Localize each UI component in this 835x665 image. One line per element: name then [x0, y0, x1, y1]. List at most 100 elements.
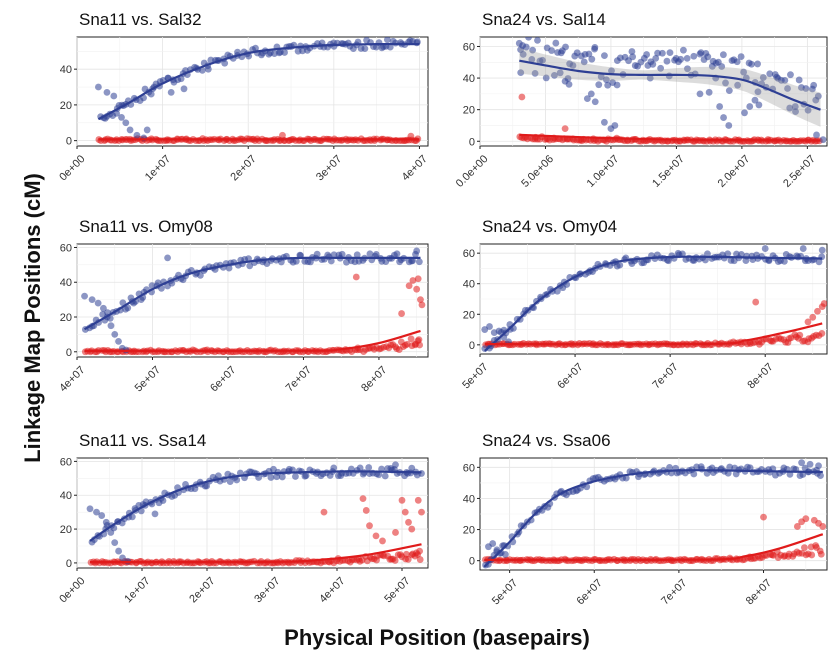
blue-point — [746, 103, 753, 110]
blue-point — [416, 258, 423, 265]
red-point — [801, 544, 808, 551]
blue-point — [394, 250, 401, 257]
x-tick-label: 7e+07 — [650, 361, 680, 391]
blue-point — [122, 119, 129, 126]
blue-point — [690, 471, 697, 478]
blue-point — [611, 122, 618, 129]
y-tick-label: 40 — [60, 277, 72, 289]
blue-point — [807, 461, 814, 468]
blue-point — [796, 77, 803, 84]
blue-point — [720, 114, 727, 121]
y-tick-label: 0 — [66, 347, 72, 359]
x-tick-label: 1.5e+07 — [650, 153, 687, 190]
blue-point — [629, 53, 636, 60]
blue-point — [643, 51, 650, 58]
blue-point — [164, 255, 171, 262]
blue-point — [800, 245, 807, 252]
blue-point — [496, 328, 503, 335]
blue-point — [552, 40, 559, 47]
blue-point — [103, 519, 110, 526]
y-tick-label: 40 — [60, 490, 72, 502]
red-point — [321, 509, 328, 516]
red-point — [353, 274, 360, 281]
x-axis-title: Physical Position (basepairs) — [284, 625, 590, 650]
x-tick-label: 8e+07 — [744, 577, 774, 607]
red-point — [416, 548, 423, 555]
red-point — [402, 509, 409, 516]
red-point — [808, 552, 815, 559]
blue-point — [314, 251, 321, 258]
chart-panel: Sna11 vs. Sal32020400e+00 1e+07 2e+07 3e+07… — [57, 10, 430, 183]
blue-point — [382, 473, 389, 480]
blue-point — [534, 37, 541, 44]
red-point — [818, 330, 825, 337]
red-point — [360, 495, 367, 502]
x-tick-label: 3e+07 — [314, 153, 344, 183]
panels: Sna11 vs. Sal32 0 20 40 0e+00 1e+07 2e+07 3e+07… — [57, 10, 827, 607]
blue-point — [548, 47, 555, 54]
blue-point — [738, 53, 745, 60]
red-point — [418, 509, 425, 516]
red-point — [818, 551, 825, 558]
x-tick-label: 0e+00 — [57, 575, 87, 605]
blue-point — [566, 81, 573, 88]
chart-panel: Sna24 vs. Sal1402040600.0e+00 5.0e+06 1.0e… — [454, 10, 827, 190]
y-tick-label: 40 — [463, 493, 475, 505]
red-point — [819, 523, 826, 530]
red-point — [366, 522, 373, 529]
x-tick-label: 0.0e+00 — [454, 153, 491, 190]
blue-point — [339, 251, 346, 258]
x-tick-label: 1e+07 — [143, 153, 173, 183]
blue-point — [813, 132, 820, 139]
y-tick-label: 20 — [463, 525, 475, 537]
y-axis-title: Linkage Map Positions (cM) — [20, 173, 45, 463]
panel-title: Sna11 vs. Ssa14 — [79, 431, 206, 450]
blue-point — [558, 49, 565, 56]
x-tick-label: 5e+07 — [133, 364, 163, 394]
blue-point — [706, 89, 713, 96]
blue-point — [820, 136, 827, 143]
blue-point — [798, 459, 805, 466]
red-point — [796, 332, 803, 339]
panel-title: Sna24 vs. Omy04 — [482, 217, 617, 236]
blue-point — [292, 473, 299, 480]
blue-point — [95, 300, 102, 307]
blue-point — [502, 551, 509, 558]
blue-point — [720, 51, 727, 58]
blue-point — [659, 50, 666, 57]
x-tick-label: 2e+07 — [228, 153, 258, 183]
y-tick-label: 60 — [60, 456, 72, 468]
y-tick-label: 60 — [463, 41, 475, 53]
blue-point — [667, 49, 674, 56]
blue-point — [384, 36, 391, 43]
y-tick-label: 0 — [469, 556, 475, 568]
blue-point — [716, 103, 723, 110]
chart-panel: Sna11 vs. Ssa1402040600e+00 1e+07 2e+07 3e+… — [57, 431, 428, 605]
x-tick-label: 2e+07 — [187, 575, 217, 605]
panel-title: Sna11 vs. Sal32 — [79, 10, 202, 29]
y-tick-label: 20 — [463, 105, 475, 117]
blue-point — [205, 66, 212, 73]
red-point — [392, 529, 399, 536]
blue-point — [525, 34, 532, 41]
blue-point — [98, 512, 105, 519]
x-tick-label: 4e+07 — [57, 364, 87, 394]
blue-point — [361, 45, 368, 52]
blue-point — [127, 127, 134, 134]
blue-point — [684, 55, 691, 62]
y-tick-label: 60 — [463, 248, 475, 260]
x-tick-label: 3e+07 — [252, 575, 282, 605]
blue-point — [152, 510, 159, 517]
blue-point — [562, 44, 569, 51]
blue-point — [392, 461, 399, 468]
blue-point — [115, 338, 122, 345]
blue-point — [330, 464, 337, 471]
blue-point — [680, 47, 687, 54]
blue-point — [592, 98, 599, 105]
panel-title: Sna24 vs. Ssa06 — [482, 431, 611, 450]
red-point — [417, 556, 424, 563]
blue-point — [486, 323, 493, 330]
x-tick-label: 5e+07 — [460, 361, 490, 391]
red-point — [408, 335, 415, 342]
x-tick-label: 8e+07 — [359, 364, 389, 394]
